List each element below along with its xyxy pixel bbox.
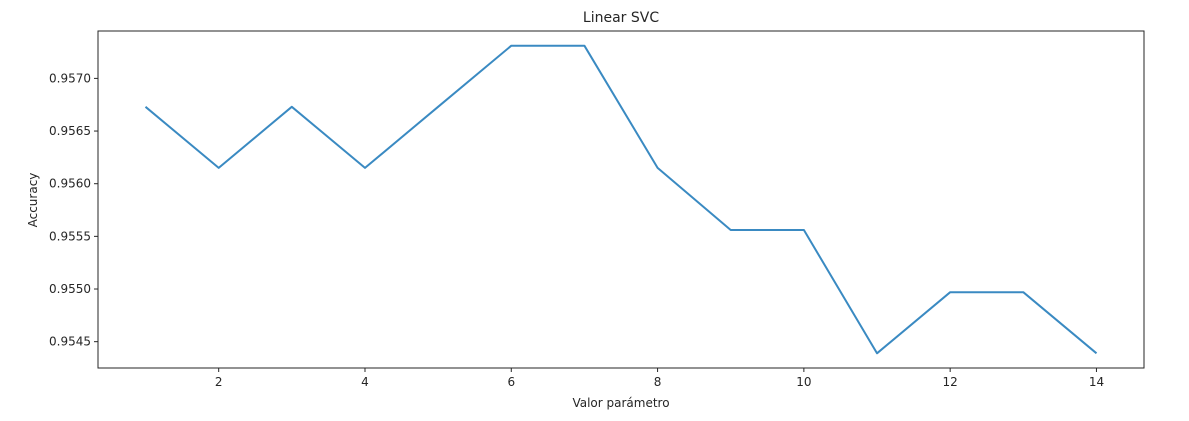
y-tick-label: 0.9545 xyxy=(49,335,91,349)
series-line xyxy=(146,46,1097,354)
y-axis-ticks: 0.9545 0.9550 0.9555 0.9560 0.9565 0.9570 xyxy=(49,71,98,348)
x-tick-label: 2 xyxy=(215,375,223,389)
y-tick-label: 0.9565 xyxy=(49,124,91,138)
x-tick-label: 8 xyxy=(654,375,662,389)
x-tick-label: 4 xyxy=(361,375,369,389)
y-tick-label: 0.9560 xyxy=(49,177,91,191)
x-tick-label: 10 xyxy=(796,375,811,389)
x-tick-label: 12 xyxy=(943,375,958,389)
x-tick-label: 6 xyxy=(507,375,515,389)
y-axis-label: Accuracy xyxy=(26,173,40,228)
x-axis-label: Valor parámetro xyxy=(572,396,669,410)
chart-title: Linear SVC xyxy=(583,10,659,26)
y-tick-label: 0.9555 xyxy=(49,229,91,243)
x-axis-ticks: 2 4 6 8 10 12 14 xyxy=(215,368,1104,389)
plot-frame xyxy=(98,31,1144,368)
y-tick-label: 0.9550 xyxy=(49,282,91,296)
x-tick-label: 14 xyxy=(1089,375,1104,389)
y-tick-label: 0.9570 xyxy=(49,71,91,85)
series-layer xyxy=(146,46,1097,354)
